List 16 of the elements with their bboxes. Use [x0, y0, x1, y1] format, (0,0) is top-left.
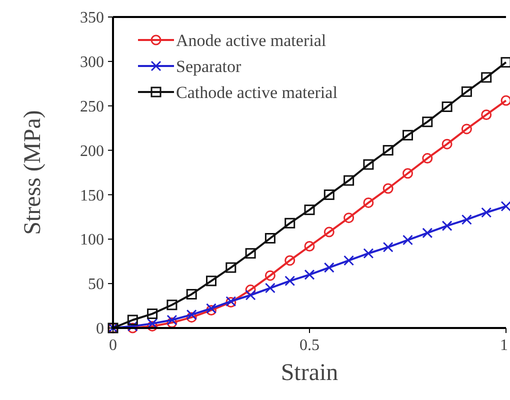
legend-label: Cathode active material: [176, 82, 338, 102]
y-tick-label: 200: [80, 142, 104, 160]
y-tick-label: 100: [80, 232, 104, 249]
x-axis-title: Strain: [280, 360, 338, 386]
y-tick-label: 300: [80, 54, 104, 72]
x-tick-label: 0.5: [300, 337, 320, 354]
x-tick-label: 1: [500, 337, 508, 354]
legend-label: Separator: [176, 56, 242, 76]
y-tick-label: 50: [88, 276, 104, 294]
y-tick-label: 350: [80, 10, 104, 27]
legend-label: Anode active material: [176, 30, 326, 50]
y-tick-label: 0: [96, 320, 104, 338]
y-axis-title: Stress (MPa): [20, 110, 46, 235]
x-tick-label: 0: [109, 337, 117, 354]
y-tick-label: 150: [80, 187, 104, 204]
y-tick-label: 250: [80, 98, 104, 116]
